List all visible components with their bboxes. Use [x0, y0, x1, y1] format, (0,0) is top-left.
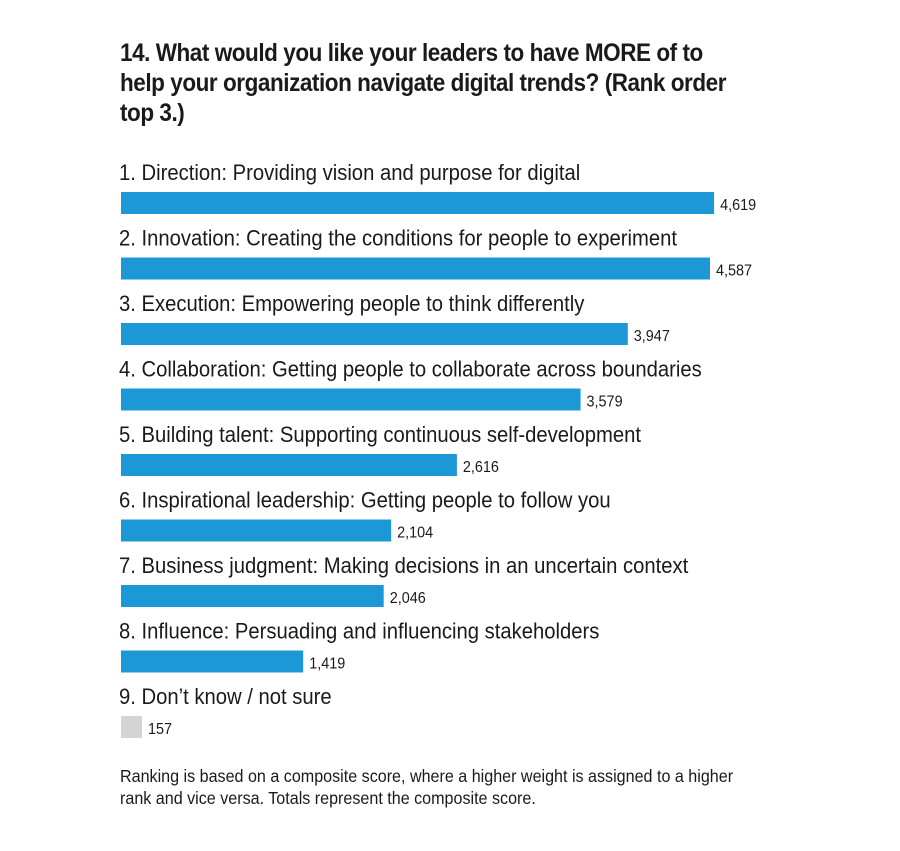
category-label: 7. Business judgment: Making decisions i… [119, 553, 688, 578]
category-label: 9. Don’t know / not sure [119, 684, 332, 709]
bar-row: 4. Collaboration: Getting people to coll… [119, 357, 702, 411]
value-label: 157 [148, 720, 172, 738]
chart-footnote: Ranking is based on a composite score, w… [120, 766, 734, 808]
category-label: 3. Execution: Empowering people to think… [119, 291, 585, 316]
bar [121, 650, 304, 673]
value-label: 2,104 [397, 524, 434, 542]
bar-row: 5. Building talent: Supporting continuou… [119, 422, 641, 476]
bar [121, 716, 142, 738]
bar-row: 1. Direction: Providing vision and purpo… [119, 160, 756, 214]
bar [121, 257, 710, 280]
bar-row: 3. Execution: Empowering people to think… [119, 291, 670, 345]
bar [121, 192, 715, 214]
value-label: 2,616 [463, 458, 499, 476]
bar [121, 519, 392, 542]
value-label: 2,046 [390, 589, 426, 607]
category-label: 2. Innovation: Creating the conditions f… [119, 226, 677, 251]
value-label: 3,947 [634, 327, 670, 345]
bar-row: 8. Influence: Persuading and influencing… [119, 619, 599, 673]
value-label: 3,579 [587, 393, 623, 411]
value-label: 4,587 [716, 262, 752, 280]
bar-row: 6. Inspirational leadership: Getting peo… [119, 488, 611, 542]
category-label: 5. Building talent: Supporting continuou… [119, 422, 641, 447]
category-label: 1. Direction: Providing vision and purpo… [119, 160, 580, 185]
bar [121, 388, 581, 411]
chart-title: 14. What would you like your leaders to … [120, 39, 727, 127]
category-label: 4. Collaboration: Getting people to coll… [119, 357, 702, 382]
bar-row: 7. Business judgment: Making decisions i… [119, 553, 688, 607]
bar [121, 323, 628, 345]
bar-row: 9. Don’t know / not sure 157 [119, 684, 332, 738]
bar [121, 585, 384, 607]
bar-row: 2. Innovation: Creating the conditions f… [119, 226, 752, 280]
value-label: 1,419 [309, 655, 345, 673]
bar [121, 454, 457, 476]
value-label: 4,619 [720, 196, 756, 214]
category-label: 6. Inspirational leadership: Getting peo… [119, 488, 611, 513]
category-label: 8. Influence: Persuading and influencing… [119, 619, 599, 644]
